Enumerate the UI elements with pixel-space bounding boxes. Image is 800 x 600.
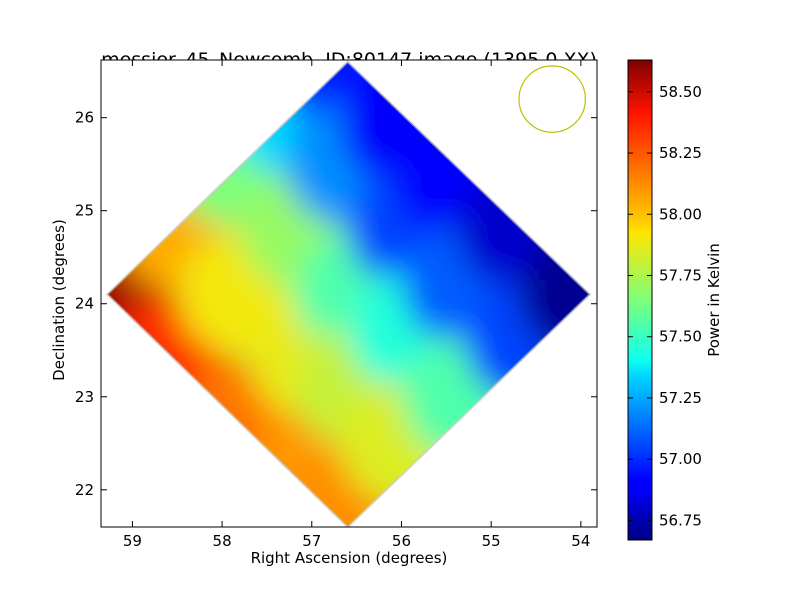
x-tick-label: 55 <box>482 532 501 550</box>
x-tick-label: 54 <box>571 532 590 550</box>
x-tick-label: 56 <box>392 532 411 550</box>
y-tick-label: 23 <box>75 388 94 406</box>
plot-frame <box>100 59 598 528</box>
y-axis-ticks: 22 23 24 25 26 <box>75 109 597 499</box>
colorbar-tick-label: 58.00 <box>659 205 702 223</box>
x-tick-label: 58 <box>213 532 232 550</box>
x-axis-ticks: 59 58 57 56 55 54 <box>123 60 590 550</box>
colorbar-ticks: 56.75 57.00 57.25 57.50 57.75 58.00 58.25 58.50 <box>628 83 702 529</box>
heatmap-sample <box>518 232 590 357</box>
footprint-outline <box>105 60 592 527</box>
colorbar-tick-label: 57.50 <box>659 328 702 346</box>
y-tick-label: 24 <box>75 295 94 313</box>
colorbar-tick-label: 57.75 <box>659 267 702 285</box>
colorbar-label: Power in Kelvin <box>705 243 723 357</box>
x-tick-label: 59 <box>123 532 142 550</box>
y-axis-label: Declination (degrees) <box>50 219 68 381</box>
plot-area: 59 58 57 56 55 54 22 23 24 25 26 <box>75 59 598 550</box>
colorbar-scale <box>627 59 653 541</box>
colorbar-tick-label: 58.50 <box>659 83 702 101</box>
beam-circle <box>518 65 587 133</box>
y-tick-label: 26 <box>75 109 94 127</box>
x-tick-label: 57 <box>302 532 321 550</box>
colorbar-tick-label: 56.75 <box>659 511 702 529</box>
y-tick-label: 25 <box>75 202 94 220</box>
colorbar-tick-label: 58.25 <box>659 144 702 162</box>
x-axis-label: Right Ascension (degrees) <box>251 549 448 567</box>
colorbar-tick-label: 57.00 <box>659 450 702 468</box>
colorbar-tick-label: 57.25 <box>659 389 702 407</box>
colorbar: 56.75 57.00 57.25 57.50 57.75 58.00 58.25 58.50 <box>627 59 702 541</box>
y-tick-label: 22 <box>75 481 94 499</box>
